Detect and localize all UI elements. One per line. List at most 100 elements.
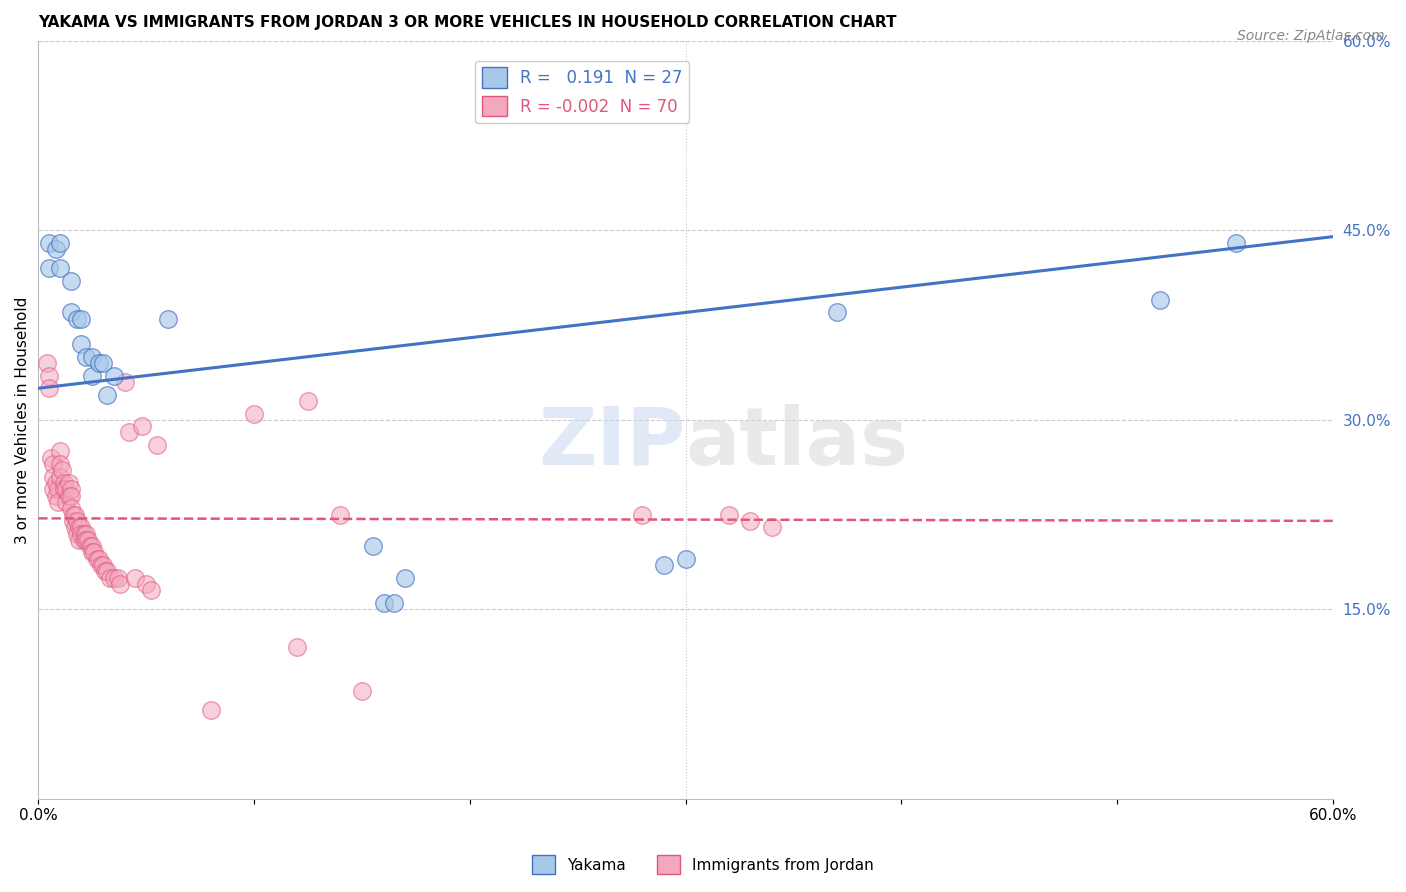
Point [75, 533, 97, 547]
Point [98, 571, 121, 585]
Point [70, 311, 93, 326]
Point [49, 261, 72, 276]
Point [740, 514, 762, 528]
Point [42, 457, 65, 471]
Point [58, 489, 80, 503]
Point [38, 368, 60, 383]
Point [139, 583, 162, 598]
Point [114, 375, 136, 389]
Point [35, 356, 58, 370]
Point [53, 475, 76, 490]
Point [42, 483, 65, 497]
Point [70, 337, 93, 351]
Point [82, 539, 104, 553]
Point [91, 558, 114, 572]
Point [82, 545, 104, 559]
Point [717, 508, 740, 522]
Point [350, 684, 373, 698]
Point [62, 514, 84, 528]
Point [63, 520, 86, 534]
Point [87, 551, 110, 566]
Legend: Yakama, Immigrants from Jordan: Yakama, Immigrants from Jordan [526, 849, 880, 880]
Point [90, 558, 112, 572]
Point [72, 533, 94, 547]
Legend: R =   0.191  N = 27, R = -0.002  N = 70: R = 0.191 N = 27, R = -0.002 N = 70 [475, 61, 689, 123]
Point [63, 508, 86, 522]
Point [51, 463, 73, 477]
Point [67, 533, 90, 547]
Point [75, 350, 97, 364]
Point [297, 393, 319, 408]
Point [82, 368, 104, 383]
Point [107, 571, 129, 585]
Point [118, 425, 141, 440]
Point [825, 305, 848, 319]
Point [1225, 235, 1247, 250]
Text: atlas: atlas [686, 403, 908, 482]
Point [66, 514, 89, 528]
Y-axis label: 3 or more Vehicles in Household: 3 or more Vehicles in Household [15, 296, 30, 543]
Point [70, 520, 93, 534]
Point [42, 469, 65, 483]
Point [49, 235, 72, 250]
Point [59, 489, 82, 503]
Point [103, 368, 125, 383]
Point [59, 483, 82, 497]
Text: ZIP: ZIP [538, 403, 686, 482]
Point [39, 450, 62, 465]
Point [49, 469, 72, 483]
Point [94, 565, 117, 579]
Point [761, 520, 783, 534]
Point [70, 526, 93, 541]
Point [67, 520, 90, 534]
Point [38, 235, 60, 250]
Point [394, 571, 416, 585]
Point [124, 571, 146, 585]
Point [631, 508, 654, 522]
Point [45, 242, 67, 256]
Point [82, 350, 104, 364]
Point [38, 261, 60, 276]
Text: Source: ZipAtlas.com: Source: ZipAtlas.com [1237, 29, 1385, 43]
Point [373, 596, 395, 610]
Point [59, 501, 82, 516]
Point [66, 311, 89, 326]
Point [243, 407, 266, 421]
Point [53, 483, 76, 497]
Point [45, 475, 67, 490]
Point [46, 483, 69, 497]
Point [58, 475, 80, 490]
Point [46, 495, 69, 509]
Point [55, 495, 77, 509]
Point [91, 356, 114, 370]
Point [87, 356, 110, 370]
Point [75, 526, 97, 541]
Point [135, 577, 157, 591]
Point [66, 526, 89, 541]
Point [382, 596, 405, 610]
Point [361, 539, 384, 553]
Point [79, 539, 101, 553]
Point [285, 640, 308, 655]
Point [77, 533, 100, 547]
Point [146, 438, 169, 452]
Point [131, 419, 153, 434]
Point [110, 577, 132, 591]
Point [96, 387, 118, 401]
Point [55, 483, 77, 497]
Point [49, 457, 72, 471]
Point [72, 526, 94, 541]
Point [156, 311, 179, 326]
Point [652, 558, 675, 572]
Point [59, 274, 82, 288]
Point [59, 305, 82, 319]
Point [96, 565, 118, 579]
Point [86, 551, 108, 566]
Text: YAKAMA VS IMMIGRANTS FROM JORDAN 3 OR MORE VEHICLES IN HOUSEHOLD CORRELATION CHA: YAKAMA VS IMMIGRANTS FROM JORDAN 3 OR MO… [38, 15, 897, 30]
Point [49, 444, 72, 458]
Point [200, 703, 222, 717]
Point [62, 508, 84, 522]
Point [329, 508, 352, 522]
Point [675, 551, 697, 566]
Point [103, 571, 125, 585]
